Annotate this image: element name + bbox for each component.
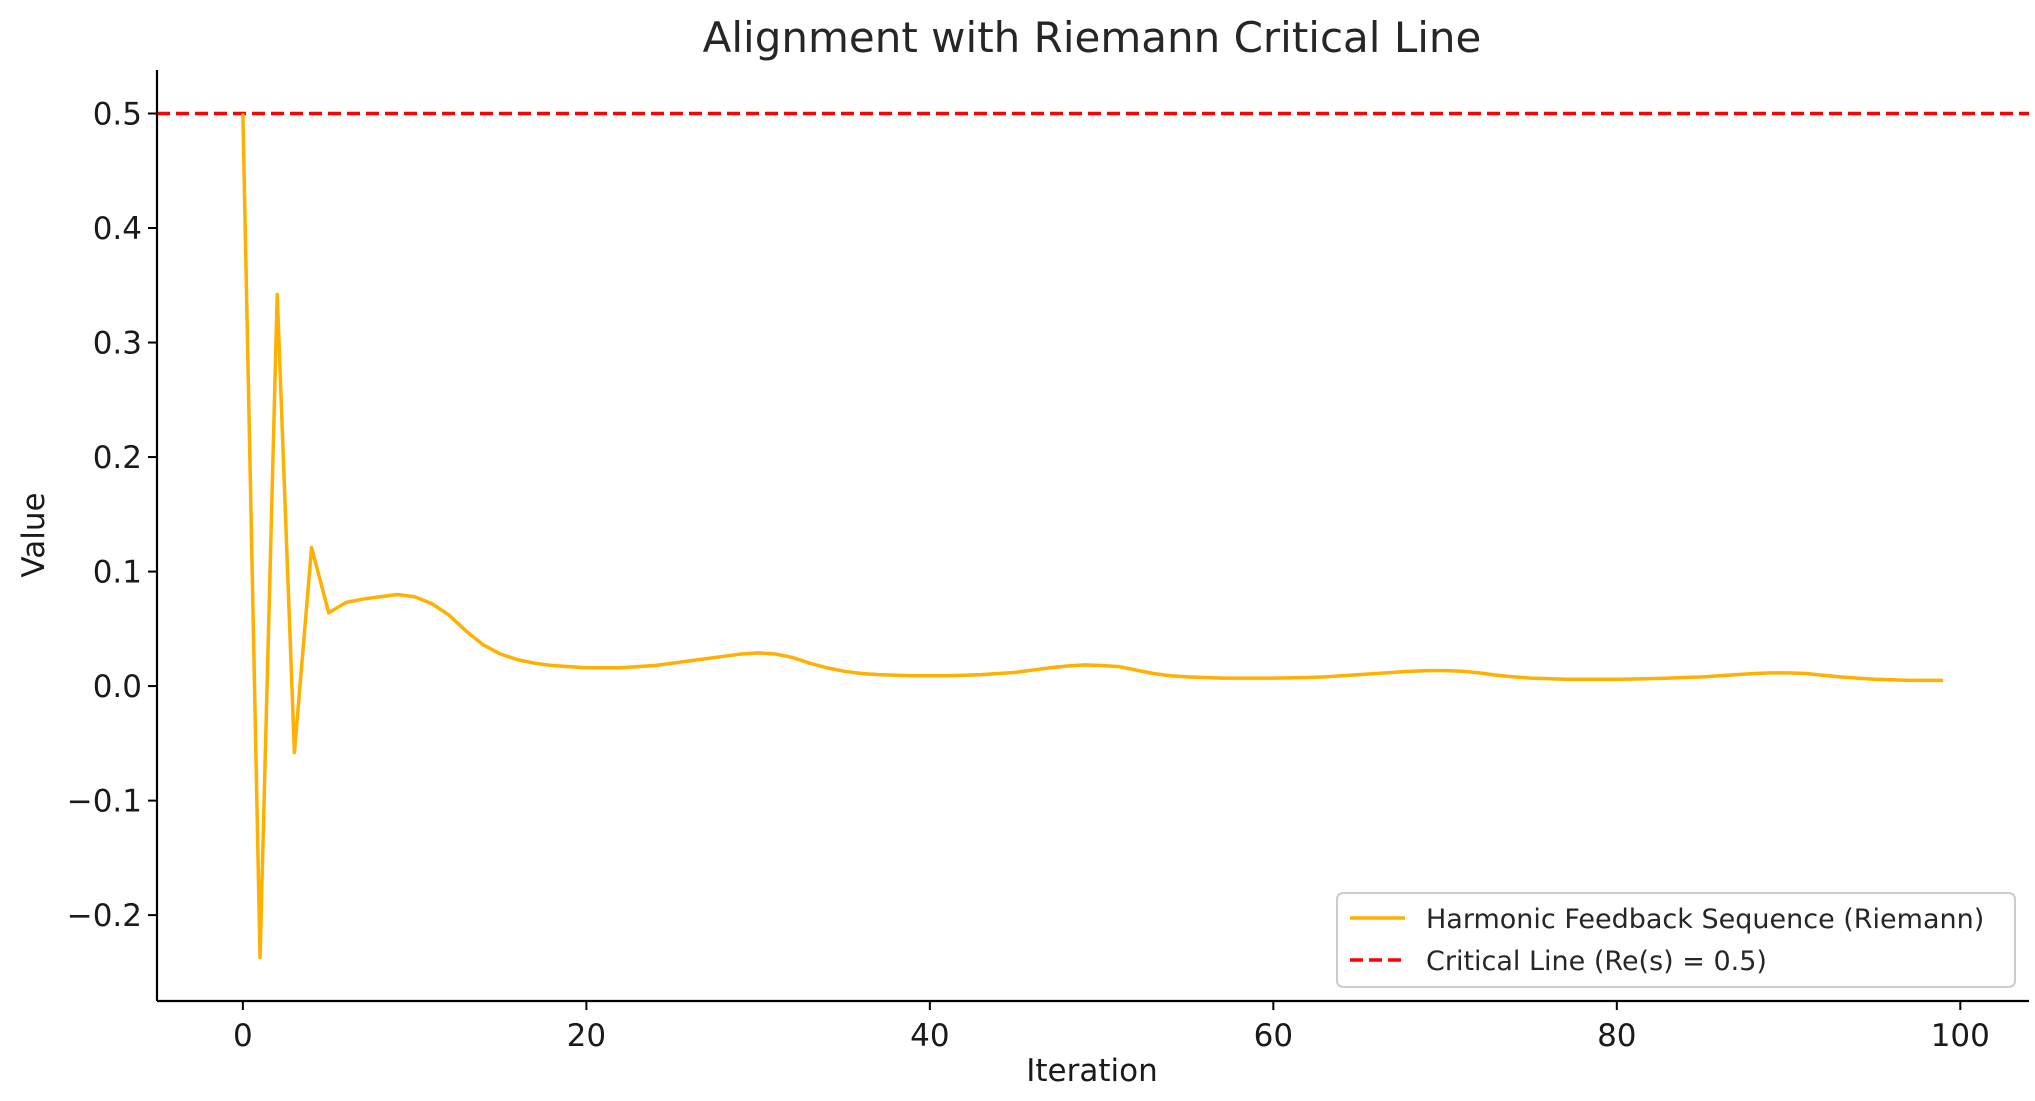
- x-tick-label: 80: [1597, 1018, 1636, 1054]
- plot-area: [157, 111, 2029, 960]
- y-tick-label: −0.2: [67, 898, 142, 934]
- y-tick-label: 0.5: [93, 97, 142, 133]
- x-axis-label: Iteration: [1026, 1053, 1158, 1089]
- y-tick-label: 0.2: [93, 440, 142, 476]
- x-tick-label: 60: [1254, 1018, 1293, 1054]
- y-tick-label: 0.3: [93, 326, 142, 362]
- y-tick-label: 0.0: [93, 669, 142, 705]
- y-tick-label: 0.4: [93, 211, 142, 247]
- y-axis-label: Value: [16, 492, 52, 577]
- x-tick-label: 40: [910, 1018, 949, 1054]
- y-axis-ticks: −0.2 −0.1 0.0 0.1 0.2 0.3 0.4 0.5: [67, 97, 157, 934]
- series-line-harmonic: [241, 113, 1944, 960]
- x-tick-label: 100: [1931, 1018, 1990, 1054]
- legend-box: [1336, 892, 2016, 988]
- y-tick-label: −0.1: [67, 784, 142, 820]
- x-tick-label: 20: [567, 1018, 606, 1054]
- legend-label-harmonic: Harmonic Feedback Sequence (Riemann): [1426, 904, 1984, 935]
- x-tick-label: 0: [233, 1018, 253, 1054]
- chart-title: Alignment with Riemann Critical Line: [703, 13, 1482, 62]
- y-tick-label: 0.1: [93, 555, 142, 591]
- x-axis-ticks: 0 20 40 60 80 100: [233, 1001, 1990, 1054]
- legend-label-critical-line: Critical Line (Re(s) = 0.5): [1426, 946, 1767, 977]
- legend: Harmonic Feedback Sequence (Riemann) Cri…: [1336, 892, 2016, 988]
